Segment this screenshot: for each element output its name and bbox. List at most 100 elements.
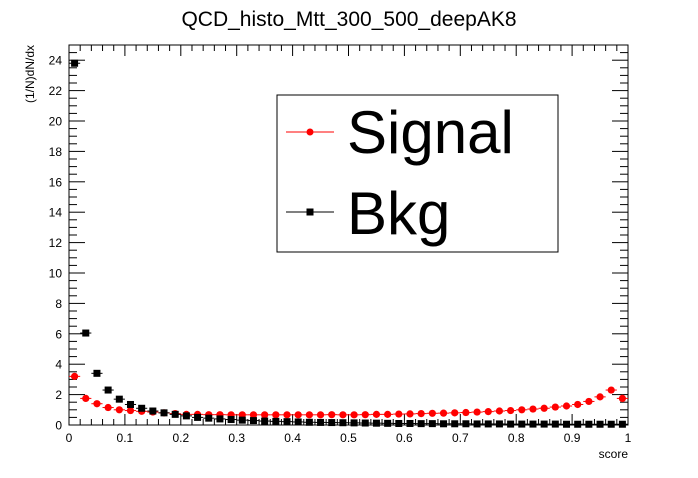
data-point-signal [428,409,436,417]
data-point-bkg [440,420,448,428]
data-point-bkg [182,412,190,420]
data-point-bkg [361,419,369,427]
data-point-bkg [518,420,526,428]
data-point-signal [518,406,526,414]
x-tick-label: 0.9 [564,431,581,445]
data-point-bkg [384,419,392,427]
data-point-bkg [473,420,481,428]
data-point-bkg [194,413,202,421]
data-point-signal [350,411,358,419]
data-point-bkg [574,420,582,428]
y-tick-label: 0 [55,419,62,433]
data-point-bkg [82,329,90,337]
data-point-signal [451,409,459,417]
data-point-bkg [149,407,157,415]
data-point-bkg [451,420,459,428]
data-point-signal [495,407,504,415]
data-point-signal [261,411,269,419]
y-tick-label: 24 [49,54,63,68]
series-layer [69,59,628,428]
data-point-signal [529,405,537,413]
y-tick-label: 10 [49,267,63,281]
data-point-bkg [406,419,414,427]
y-tick-label: 18 [49,145,63,159]
data-point-bkg [596,420,604,428]
data-point-signal [294,411,302,419]
x-axis-label: score [599,447,629,461]
y-tick-label: 22 [49,84,63,98]
data-point-signal [126,406,135,415]
data-point-signal [339,411,347,419]
data-point-bkg [317,418,325,426]
data-point-signal [439,409,448,417]
data-point-signal [596,393,604,401]
data-point-signal [372,410,381,418]
x-tick-label: 0.5 [340,431,357,445]
data-point-bkg [283,418,291,426]
data-point-bkg [294,418,302,426]
x-tick-label: 0.4 [284,431,301,445]
data-point-signal [473,408,481,416]
y-tick-label: 20 [49,115,63,129]
data-point-signal [551,403,559,411]
legend-signal-marker [306,128,314,136]
chart-title: QCD_histo_Mtt_300_500_deepAK8 [181,8,516,31]
data-point-bkg [171,410,179,418]
data-point-bkg [71,59,79,67]
data-point-bkg [339,419,347,427]
data-point-bkg [484,420,492,428]
data-point-signal [104,403,112,412]
data-point-bkg [585,420,593,428]
data-point-bkg [462,420,470,428]
y-tick-label: 14 [49,206,63,220]
data-point-bkg [563,420,571,428]
x-tick-label: 0.3 [228,431,245,445]
data-point-bkg [540,420,548,428]
data-point-signal [115,406,123,414]
legend: Signal Bkg [276,94,559,253]
data-point-signal [562,402,571,410]
series-bkg [69,59,628,428]
data-point-bkg [305,418,313,426]
data-point-bkg [115,395,123,403]
data-point-signal [585,397,593,406]
data-point-bkg [261,417,269,425]
x-tick-label: 0.8 [508,431,525,445]
x-tick-label: 0.2 [172,431,189,445]
x-tick-label: 0.7 [452,431,469,445]
legend-box [276,94,559,253]
data-point-bkg [138,404,146,412]
data-point-bkg [249,417,257,425]
data-point-bkg [372,419,380,427]
data-point-signal [395,410,403,418]
data-point-bkg [104,386,112,394]
data-point-signal [82,394,90,402]
y-axis-label: (1/N)dN/dx [23,45,37,103]
data-point-signal [417,410,425,418]
data-point-signal [384,410,392,418]
data-point-bkg [551,420,559,428]
data-point-signal [574,400,582,409]
data-point-bkg [216,415,224,423]
legend-signal-label: Signal [347,99,514,166]
data-point-bkg [395,419,403,427]
y-tick-label: 4 [55,358,62,372]
data-point-bkg [238,416,246,424]
data-point-bkg [126,400,134,408]
legend-bkg-marker [306,208,314,216]
data-point-bkg [93,369,101,377]
legend-bkg-label: Bkg [347,180,450,247]
data-point-signal [328,411,336,419]
data-point-signal [238,411,246,419]
data-point-bkg [417,420,425,428]
y-tick-label: 2 [55,388,62,402]
data-point-signal [607,386,615,394]
data-point-bkg [428,420,436,428]
data-point-signal [406,410,414,418]
data-point-bkg [328,419,336,427]
x-tick-label: 1 [625,431,632,445]
data-point-bkg [205,414,213,422]
